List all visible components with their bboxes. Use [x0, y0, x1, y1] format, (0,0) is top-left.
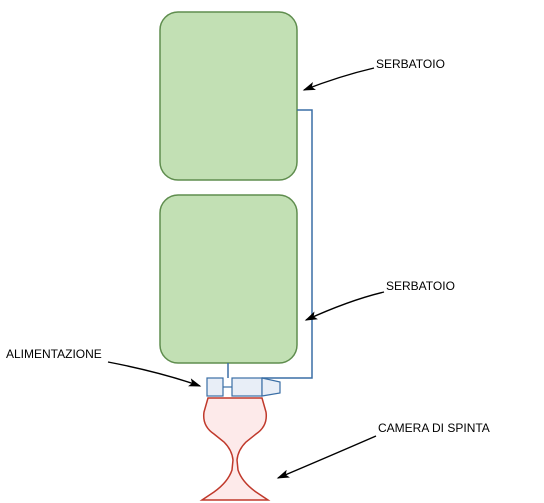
label-tank_top: SERBATOIO [376, 57, 445, 71]
tank-top [160, 12, 297, 180]
label-chamber: CAMERA DI SPINTA [378, 421, 490, 435]
feed-pump [232, 378, 262, 396]
label-tank_bottom: SERBATOIO [386, 279, 455, 293]
tank-bottom [160, 195, 297, 363]
feed-valve [207, 378, 223, 396]
label-feed: ALIMENTAZIONE [6, 347, 102, 361]
